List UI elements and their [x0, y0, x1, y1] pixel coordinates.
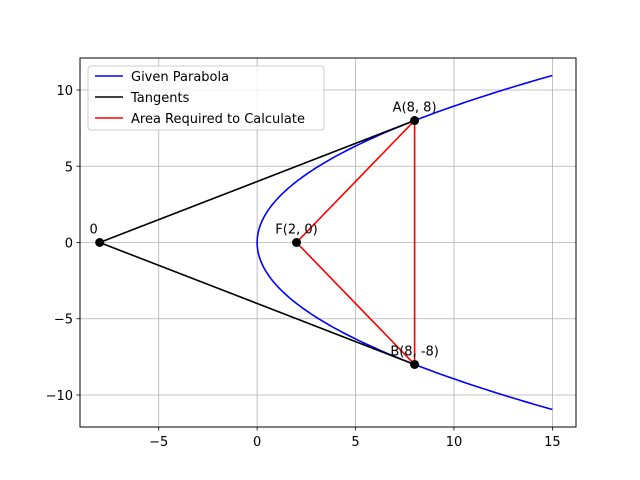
x-tick-label: 0	[253, 435, 261, 450]
x-tick-label: 15	[544, 435, 561, 450]
marked-point	[95, 238, 105, 247]
legend-label: Tangents	[130, 91, 190, 106]
legend-box	[87, 65, 325, 131]
marked-points: A(8, 8) B(8, -8) F(2, 0) 0	[90, 101, 439, 369]
point-label: F(2, 0)	[275, 223, 317, 238]
x-tick-label: 10	[446, 435, 463, 450]
legend-label: Area Required to Calculate	[131, 112, 305, 127]
series-line-area	[295, 119, 416, 367]
y-tick-label: −10	[46, 389, 73, 404]
marked-point	[292, 238, 302, 247]
y-tick-label: 10	[56, 84, 73, 99]
legend: Given Parabola Tangents Area Required to C…	[87, 65, 325, 131]
x-tick-label: 5	[351, 435, 359, 450]
marked-point	[410, 359, 420, 369]
legend-label: Given Parabola	[131, 70, 229, 85]
point-label: 0	[90, 223, 98, 238]
y-tick-label: 5	[65, 160, 73, 175]
marked-point	[410, 116, 420, 126]
point-label: A(8, 8)	[393, 101, 437, 116]
x-tick-label: −5	[149, 435, 168, 450]
y-tick-label: −5	[54, 313, 73, 328]
point-label: B(8, -8)	[390, 344, 439, 359]
axis-ticks: −5 0 5 10 15 −10 −5 0 5 10	[46, 84, 561, 450]
y-tick-label: 0	[65, 237, 73, 252]
